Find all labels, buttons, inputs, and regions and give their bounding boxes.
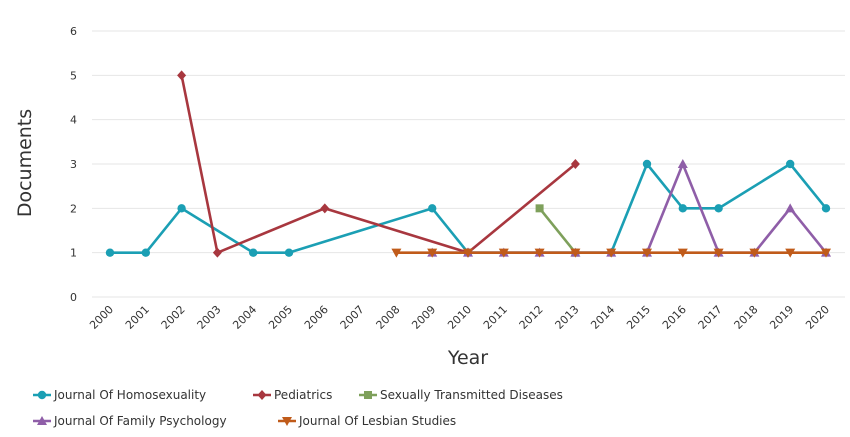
data-point [177, 204, 186, 213]
data-point [535, 204, 544, 213]
data-point [284, 248, 294, 257]
legend-item: Journal Of Lesbian Studies [278, 414, 456, 428]
x-tick-label: 2019 [767, 303, 796, 332]
series-group [105, 70, 831, 258]
legend-label: Pediatrics [274, 388, 332, 402]
data-point [642, 248, 652, 258]
x-tick-label: 2009 [409, 303, 438, 332]
series-0 [105, 159, 831, 257]
data-point [391, 248, 402, 258]
y-tick-label: 3 [70, 158, 77, 171]
data-point [642, 159, 652, 169]
legend-label: Journal Of Homosexuality [53, 388, 206, 402]
x-tick-label: 2017 [696, 303, 725, 332]
x-axis-ticks: 2000 2001 2002 2003 2004 2005 2006 2007 2008 2009… [87, 303, 832, 332]
data-point [463, 248, 473, 258]
legend-label: Journal Of Family Psychology [53, 414, 227, 428]
y-tick-label: 6 [70, 25, 77, 38]
y-tick-label: 0 [70, 291, 77, 304]
data-point [713, 248, 724, 258]
legend-swatch-marker [37, 390, 47, 400]
data-point [678, 204, 687, 213]
legend-swatch-marker [257, 390, 267, 400]
series-line [538, 207, 577, 254]
data-point [141, 248, 150, 257]
x-tick-label: 2015 [624, 303, 653, 332]
x-tick-label: 2012 [517, 303, 546, 332]
legend: Journal Of Homosexuality Pediatrics Sexual… [33, 388, 563, 428]
y-tick-label: 4 [70, 114, 77, 127]
data-point [249, 248, 258, 257]
x-tick-label: 2018 [732, 303, 761, 332]
data-point [177, 70, 187, 81]
legend-label: Journal Of Lesbian Studies [298, 414, 456, 428]
x-tick-label: 2011 [481, 303, 510, 332]
x-tick-label: 2013 [553, 303, 582, 332]
x-axis-title: Year [447, 347, 488, 369]
x-tick-label: 2002 [159, 303, 188, 332]
data-point [714, 204, 723, 213]
y-tick-label: 1 [70, 247, 77, 260]
data-point [677, 159, 688, 168]
data-point [677, 248, 688, 258]
x-tick-label: 2005 [266, 303, 295, 332]
legend-swatch-marker [37, 416, 47, 425]
data-point [428, 204, 437, 213]
legend-swatch-marker [282, 417, 292, 426]
x-tick-label: 2016 [660, 303, 689, 332]
data-point [749, 248, 760, 258]
y-tick-label: 5 [70, 69, 77, 82]
data-point [320, 203, 330, 214]
x-tick-label: 2003 [195, 303, 224, 332]
data-point [427, 248, 438, 258]
legend-item: Journal Of Homosexuality [33, 388, 206, 402]
x-tick-label: 2020 [803, 303, 832, 332]
data-point [105, 248, 115, 257]
x-tick-label: 2008 [374, 303, 403, 332]
legend-label: Sexually Transmitted Diseases [380, 388, 563, 402]
y-axis-ticks: 0 1 2 3 4 5 6 [70, 25, 77, 304]
x-tick-label: 2006 [302, 303, 331, 332]
x-tick-label: 2014 [588, 303, 617, 332]
data-point [570, 159, 580, 169]
data-point [498, 248, 509, 258]
data-point [786, 159, 795, 169]
legend-item: Journal Of Family Psychology [33, 414, 227, 428]
data-point [785, 203, 796, 213]
x-tick-label: 2007 [338, 303, 367, 332]
data-point [821, 204, 831, 213]
y-tick-label: 2 [70, 202, 77, 215]
data-point [606, 248, 617, 258]
x-tick-label: 2000 [87, 303, 116, 332]
series-4 [391, 248, 831, 258]
data-point [212, 247, 222, 258]
data-point [785, 248, 796, 258]
x-tick-label: 2001 [123, 303, 152, 332]
x-tick-label: 2010 [445, 303, 474, 332]
data-point [534, 248, 545, 258]
data-point [570, 248, 581, 258]
legend-item: Sexually Transmitted Diseases [359, 388, 563, 402]
legend-item: Pediatrics [253, 388, 332, 402]
legend-swatch-marker [364, 391, 372, 399]
x-tick-label: 2004 [230, 303, 259, 332]
y-axis-title: Documents [14, 109, 36, 217]
data-point [821, 248, 831, 258]
